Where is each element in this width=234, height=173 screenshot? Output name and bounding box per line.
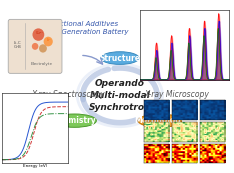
Circle shape bbox=[32, 43, 38, 50]
Text: X-ray Spectroscopy: X-ray Spectroscopy bbox=[31, 90, 105, 99]
Text: X-ray Microscopy: X-ray Microscopy bbox=[144, 90, 209, 99]
Text: Multifunctional Additives
for Next Generation Battery: Multifunctional Additives for Next Gener… bbox=[31, 21, 128, 35]
Text: X-ray Diffraction: X-ray Diffraction bbox=[147, 21, 209, 30]
X-axis label: Energy (eV): Energy (eV) bbox=[23, 164, 47, 168]
Circle shape bbox=[33, 28, 44, 41]
Text: Chemistry: Chemistry bbox=[53, 116, 96, 125]
Ellipse shape bbox=[138, 114, 182, 127]
Text: Li-C
GrB: Li-C GrB bbox=[14, 41, 21, 49]
Text: Operando
Multi-modal
Synchrotron: Operando Multi-modal Synchrotron bbox=[89, 79, 151, 112]
Text: Morphology: Morphology bbox=[134, 116, 186, 125]
Text: Structure: Structure bbox=[99, 54, 140, 63]
Circle shape bbox=[39, 44, 47, 53]
Text: Electrolyte: Electrolyte bbox=[31, 62, 53, 66]
Text: Li⁺: Li⁺ bbox=[47, 38, 52, 42]
Ellipse shape bbox=[53, 114, 96, 127]
FancyBboxPatch shape bbox=[8, 19, 62, 73]
Circle shape bbox=[44, 37, 53, 46]
Text: Cu²⁺: Cu²⁺ bbox=[36, 31, 44, 35]
Ellipse shape bbox=[101, 52, 139, 64]
